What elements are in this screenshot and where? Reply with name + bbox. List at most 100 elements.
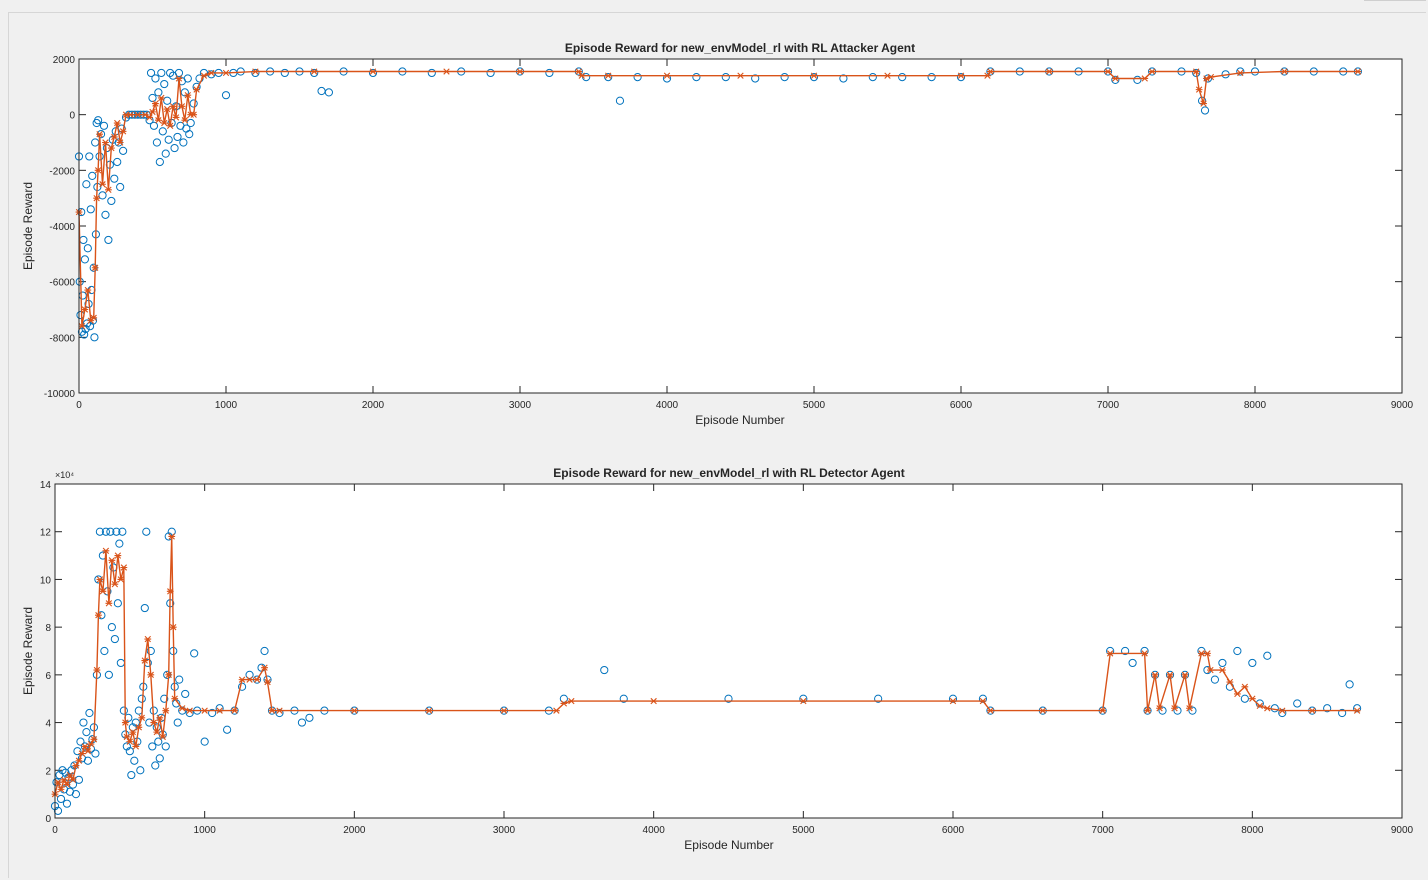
data-point-cross — [119, 128, 127, 135]
data-point-cross — [121, 719, 129, 726]
data-point-circle — [978, 694, 988, 703]
series-line — [78, 70, 1358, 327]
data-point-circle — [161, 149, 170, 158]
data-point-cross — [1099, 707, 1107, 714]
data-point-circle — [148, 742, 157, 751]
figure-panel — [8, 12, 1426, 878]
data-point-circle — [215, 704, 224, 713]
data-point-circle — [251, 68, 260, 78]
data-point-circle — [751, 74, 760, 83]
data-point-cross — [1192, 68, 1200, 75]
data-point-cross — [63, 781, 71, 788]
data-point-cross — [1236, 69, 1244, 77]
x-tick-label: 8000 — [1241, 825, 1264, 836]
data-point-cross — [1353, 707, 1361, 714]
data-point-cross — [216, 707, 224, 714]
data-point-cross — [166, 588, 174, 595]
data-point-cross — [178, 103, 186, 110]
data-point-cross — [165, 671, 173, 679]
data-point-cross — [238, 676, 246, 683]
data-point-cross — [157, 94, 165, 102]
data-point-cross — [84, 286, 92, 294]
data-layer — [74, 67, 1363, 342]
data-point-cross — [201, 707, 209, 714]
data-point-cross — [1226, 678, 1234, 686]
data-point-cross — [1141, 75, 1149, 82]
data-point-circle — [164, 135, 173, 144]
data-point-cross — [141, 657, 149, 664]
data-point-circle — [173, 132, 182, 142]
data-point-circle — [131, 718, 140, 727]
data-point-circle — [91, 749, 100, 758]
data-point-cross — [162, 707, 170, 714]
data-point-cross — [1263, 705, 1271, 712]
data-point-circle — [160, 694, 169, 703]
x-tick-label: 1000 — [215, 400, 238, 411]
data-point-cross — [1204, 650, 1211, 657]
data-point-cross — [156, 714, 164, 721]
data-point-circle — [73, 747, 82, 756]
data-point-cross — [186, 707, 194, 714]
data-point-circle — [1192, 68, 1201, 78]
data-point-cross — [108, 557, 116, 564]
data-layer — [50, 527, 1362, 815]
data-point-circle — [1133, 75, 1142, 84]
x-tick-label: 6000 — [950, 400, 973, 411]
data-point-circle — [1121, 646, 1130, 656]
data-point-circle — [1240, 694, 1249, 703]
data-point-cross — [134, 111, 142, 118]
data-point-circle — [125, 747, 134, 756]
data-point-cross — [650, 697, 658, 705]
data-point-circle — [1188, 706, 1197, 715]
data-point-circle — [56, 794, 66, 804]
y-tick-label: 2000 — [53, 55, 76, 66]
chart-title: Episode Reward for new_envModel_rl with … — [553, 466, 904, 480]
data-point-cross — [253, 676, 261, 683]
data-point-circle — [874, 694, 883, 703]
data-point-circle — [85, 152, 94, 161]
data-point-circle — [275, 708, 284, 718]
y-tick-label: 4 — [45, 719, 51, 730]
data-point-cross — [1195, 86, 1203, 93]
data-point-cross — [1248, 695, 1256, 702]
x-axis-label: Episode Number — [684, 838, 773, 852]
data-point-circle — [633, 72, 642, 82]
data-point-circle — [1210, 675, 1220, 684]
data-point-cross — [91, 264, 99, 271]
data-point-circle — [90, 333, 99, 342]
data-point-circle — [116, 182, 125, 192]
data-point-cross — [984, 72, 991, 79]
data-point-circle — [170, 143, 179, 153]
data-point-cross — [1045, 68, 1053, 75]
x-tick-label: 4000 — [643, 825, 666, 836]
data-point-cross — [149, 108, 156, 116]
y-tick-label: 0 — [69, 111, 75, 122]
data-point-cross — [737, 72, 744, 79]
data-point-cross — [102, 139, 109, 146]
data-point-circle — [88, 171, 97, 180]
data-point-circle — [692, 72, 701, 82]
data-point-circle — [1255, 699, 1264, 708]
x-tick-label: 5000 — [803, 400, 826, 411]
x-tick-label: 9000 — [1391, 400, 1414, 411]
data-point-circle — [200, 737, 209, 746]
data-point-cross — [207, 69, 215, 77]
data-point-circle — [148, 93, 157, 103]
data-point-circle — [898, 72, 907, 82]
data-point-circle — [82, 728, 91, 737]
data-point-cross — [810, 72, 818, 79]
data-point-circle — [130, 756, 139, 765]
data-point-circle — [183, 74, 192, 83]
data-point-circle — [166, 68, 175, 78]
data-point-circle — [1218, 658, 1227, 668]
data-point-circle — [146, 646, 155, 656]
data-point-cross — [1181, 671, 1189, 679]
data-point-cross — [1111, 75, 1119, 82]
data-point-cross — [135, 724, 143, 731]
window-edge — [1364, 0, 1426, 1]
data-point-cross — [425, 707, 433, 714]
data-point-cross — [1207, 73, 1215, 81]
data-point-cross — [552, 707, 560, 714]
data-point-cross — [54, 779, 62, 786]
detector-axes: Episode Reward for new_envModel_rl with … — [21, 466, 1414, 852]
